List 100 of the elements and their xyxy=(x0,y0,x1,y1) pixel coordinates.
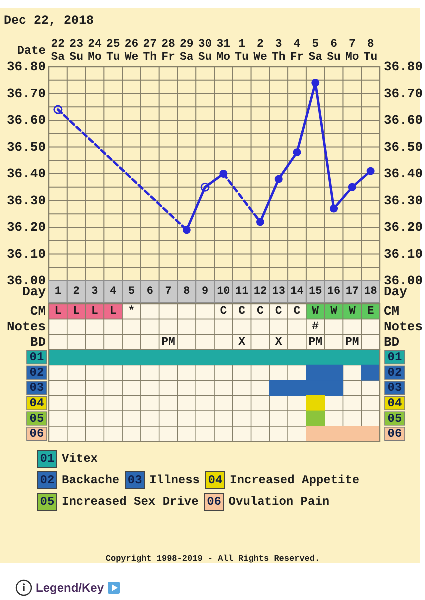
text: L xyxy=(92,305,98,318)
y2-tick-label: 36.40 xyxy=(384,166,424,182)
y2-tick-label: CM xyxy=(384,304,400,320)
x-tick-label: 16 xyxy=(327,286,341,298)
category-label: 05 xyxy=(388,412,402,426)
category-label: 03 xyxy=(388,381,402,396)
y-tick-label: 05 xyxy=(30,412,44,426)
y2-tick-label: 36.20 xyxy=(384,220,424,235)
chart-title: Dec 22, 2018 xyxy=(4,14,94,28)
category-label: 02 xyxy=(388,366,402,380)
y-tick-label: 01 xyxy=(30,350,44,365)
text: E xyxy=(367,305,374,318)
x-tick-label: 10 xyxy=(217,286,230,298)
x-tick-label: 7 xyxy=(165,286,172,298)
x-tick-label: 5 xyxy=(128,286,136,298)
y-tick-label: 36.60 xyxy=(6,113,46,128)
y-tick-label: Notes xyxy=(6,319,46,334)
x-tick-label: 14 xyxy=(290,286,304,298)
text: W xyxy=(330,305,338,318)
x-tick-label: 2 We xyxy=(254,38,268,64)
y2-tick-label: 36.50 xyxy=(384,140,424,155)
category-label: 06 xyxy=(207,495,222,509)
x-tick-label: 3 Th xyxy=(272,38,286,64)
category-label: 03 xyxy=(128,474,142,488)
x-tick-label: 31 Mo xyxy=(216,38,231,64)
category-label: 01 xyxy=(40,452,55,466)
y-tick-label: 02 xyxy=(30,366,44,380)
x-tick-label: 30 Su xyxy=(198,38,212,64)
x-tick-label: 24 Mo xyxy=(88,38,102,64)
y-tick-label: 36.40 xyxy=(6,166,46,182)
x-tick-label: 25 Tu xyxy=(106,38,120,64)
x-tick-label: 4 xyxy=(110,286,118,298)
y2-tick-label: BD xyxy=(384,334,400,350)
x-tick-label: 1 Tu xyxy=(235,38,250,64)
x-tick-label: 8 xyxy=(184,286,191,298)
x-tick-label: 9 xyxy=(202,286,209,298)
y-tick-label: 06 xyxy=(30,427,44,442)
x-tick-label: 28 Fr xyxy=(162,38,176,64)
x-tick-label: 22 Sa xyxy=(51,38,66,64)
y-tick-label: 36.20 xyxy=(6,220,46,235)
x-tick-label: 1 xyxy=(54,286,62,298)
y-tick-label: BD xyxy=(30,334,46,350)
text: C xyxy=(294,305,301,318)
text: L xyxy=(110,305,117,318)
x-tick-label: 17 xyxy=(346,286,360,298)
x-tick-label: 2 xyxy=(73,286,80,298)
text: W xyxy=(312,305,320,318)
y-tick-label: 03 xyxy=(30,381,44,396)
text: W xyxy=(348,305,356,318)
category-label: 02 xyxy=(40,474,55,488)
text: C xyxy=(238,305,246,318)
x-tick-label: 6 xyxy=(146,286,154,298)
x-tick-label: 4 Fr xyxy=(290,38,304,64)
category-label: 05 xyxy=(40,495,55,509)
legend-label: Increased Appetite xyxy=(230,474,360,488)
text: # xyxy=(312,320,320,334)
category-label: 04 xyxy=(388,396,402,410)
y2-tick-label: Notes xyxy=(384,319,424,334)
y-tick-label: 36.50 xyxy=(6,140,46,155)
category-label: 06 xyxy=(388,427,402,442)
x-tick-label: 27 Th xyxy=(143,38,158,64)
x-tick-label: 15 xyxy=(309,286,323,298)
x-tick-label: 7 Mo xyxy=(346,38,360,64)
x-tick-label: 6 Su xyxy=(327,38,342,64)
x-tick-label: 5 Sa xyxy=(308,38,323,64)
text: PM xyxy=(162,336,176,349)
x-tick-label: 8 Tu xyxy=(364,38,378,64)
y2-tick-label: 36.10 xyxy=(384,246,424,262)
legend-label: Vitex xyxy=(62,452,98,466)
x-tick-label: 13 xyxy=(272,286,286,298)
y-tick-label: 36.70 xyxy=(6,86,46,102)
legend-label: Illness xyxy=(150,474,200,488)
text: X xyxy=(275,336,282,349)
x-tick-label: 12 xyxy=(254,286,268,298)
text: Copyright 1998-2019 - All Rights Reserved. xyxy=(106,554,320,564)
text: C xyxy=(275,305,282,318)
y2-tick-label: 36.70 xyxy=(384,86,424,102)
y-tick-label: 04 xyxy=(30,396,44,410)
text: C xyxy=(220,305,228,318)
x-tick-label: 23 Su xyxy=(70,38,84,64)
x-tick-label: 3 xyxy=(92,286,99,298)
y2-tick-label: 36.30 xyxy=(384,193,424,208)
text: * xyxy=(128,305,136,318)
x-tick-label: 26 We xyxy=(124,38,139,64)
category-label: 04 xyxy=(208,474,223,488)
y-tick-label: CM xyxy=(30,304,46,320)
text: C xyxy=(257,305,264,318)
text: L xyxy=(54,305,62,318)
text: PM xyxy=(346,336,360,349)
category-label: 01 xyxy=(388,350,402,365)
y2-tick-label: 36.80 xyxy=(384,60,424,74)
y2-tick-label: 36.60 xyxy=(384,113,424,128)
legend-label: Ovulation Pain xyxy=(228,495,330,509)
y-tick-label: 36.30 xyxy=(6,193,46,208)
text: Legend/Key xyxy=(36,581,104,595)
legend-label: Backache xyxy=(62,474,120,488)
text: L xyxy=(73,305,80,318)
x-tick-label: 18 xyxy=(364,286,378,298)
x-tick-label: 29 Sa xyxy=(180,38,194,64)
x-tick-label: 11 xyxy=(235,286,250,298)
